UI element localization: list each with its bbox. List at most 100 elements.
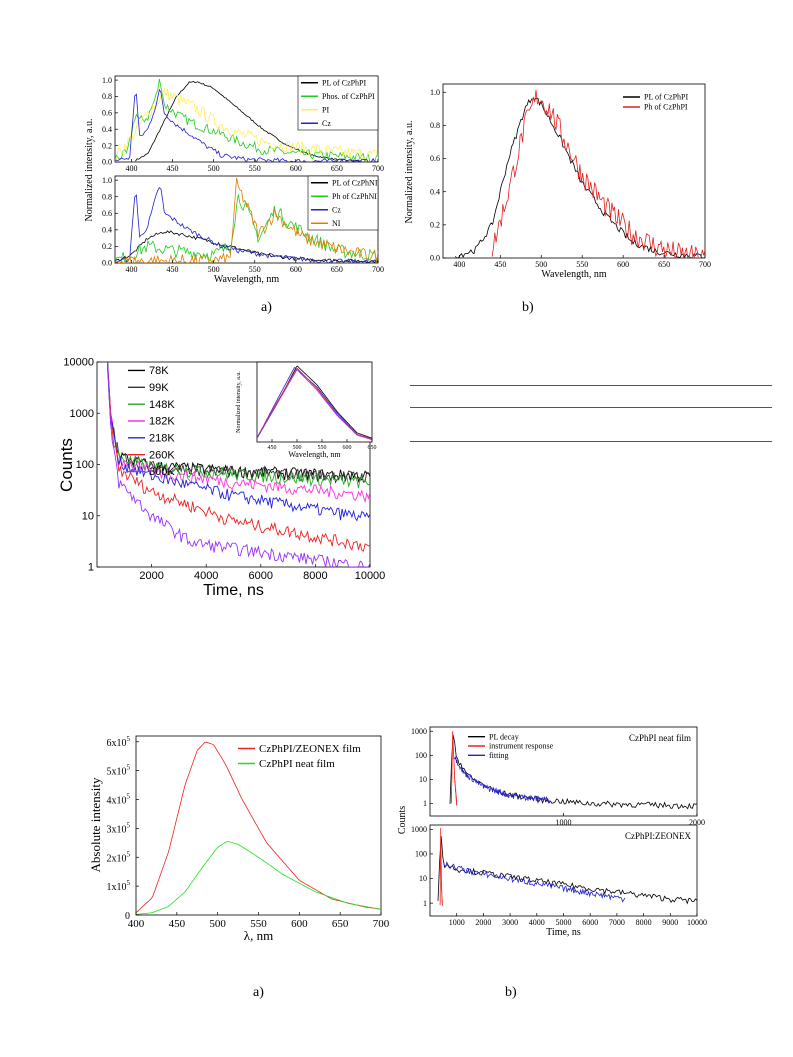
legend-label: PL of CzPhPI — [644, 93, 688, 102]
x-tick-label: 500 — [209, 918, 226, 930]
x-tick-label: 600 — [291, 918, 308, 930]
x-tick-label: 8000 — [636, 918, 652, 927]
plot-area — [455, 90, 705, 258]
legend-label: Ph of CzPhNI — [332, 192, 377, 201]
x-tick-label: 550 — [249, 265, 261, 274]
x-tick-label: 6000 — [249, 570, 273, 582]
legend-label: instrument response — [489, 742, 554, 751]
legend-label: 182K — [149, 416, 175, 428]
series-line-148k — [106, 362, 370, 489]
y-tick-label: 0.0 — [102, 158, 112, 167]
x-tick-label: 700 — [373, 918, 390, 930]
y-tick-label: 0.6 — [430, 154, 440, 163]
legend-label: 300K — [149, 466, 175, 478]
x-tick-label: 4000 — [529, 918, 545, 927]
x-tick-label: 1000 — [556, 818, 572, 827]
plot-area — [115, 177, 378, 263]
legend-label: PL decay — [489, 732, 519, 741]
x-tick-label: 9000 — [662, 918, 678, 927]
x-tick-label: 600 — [343, 445, 352, 451]
series-line-instrument-response — [451, 731, 458, 806]
series-line-pi — [115, 86, 378, 162]
y-tick-label: 0.4 — [430, 187, 440, 196]
series-line-260k — [106, 367, 370, 552]
plot-area — [257, 365, 372, 441]
x-tick-label: 450 — [268, 445, 277, 451]
y-tick-label: 0.4 — [102, 125, 112, 134]
x-tick-label: 1000 — [449, 918, 465, 927]
table-rule-middle — [410, 407, 772, 408]
x-tick-label: 7000 — [609, 918, 625, 927]
plot-area — [449, 731, 697, 810]
series-line-pl-of-czphni — [115, 230, 378, 263]
x-tick-label: 650 — [332, 918, 349, 930]
chart-fig3b-bottom: 1000 2000 3000 4000 5000 6000 7000 8000 9000 1000… — [411, 824, 707, 938]
y-axis-label: Counts — [57, 438, 76, 492]
y-tick-label: 0.6 — [102, 109, 112, 118]
y-tick-label: 1.0 — [430, 88, 440, 97]
series-line-182k — [106, 367, 370, 504]
axes-frame — [442, 83, 706, 259]
y-tick-label: 1 — [423, 799, 427, 808]
x-tick-label: 650 — [331, 265, 343, 274]
x-tick-label: 400 — [128, 918, 145, 930]
x-tick-label: 5000 — [556, 918, 572, 927]
series-line-ni — [115, 177, 378, 263]
x-tick-label: 8000 — [303, 570, 327, 582]
caption-fig3-a: a) — [253, 985, 264, 1000]
y-tick-exponent: 5 — [127, 879, 131, 887]
y-axis-label: Absolute intensity — [88, 777, 103, 872]
x-tick-label: 600 — [617, 260, 629, 269]
y-tick-label: 0.0 — [430, 254, 440, 263]
x-tick-label: 10000 — [687, 918, 707, 927]
x-tick-label: 6000 — [582, 918, 598, 927]
x-axis-label: Time, ns — [546, 927, 581, 938]
y-tick-label: 1000 — [411, 727, 427, 736]
series-line-ph-of-czphni — [115, 194, 378, 263]
legend-label: PI — [322, 105, 329, 114]
x-tick-label: 700 — [699, 260, 711, 269]
legend: CzPhPI/ZEONEX film CzPhPI neat film — [238, 743, 361, 770]
x-tick-label: 500 — [208, 265, 220, 274]
chart-fig2-decay: 2000 4000 6000 8000 10000 1 10 100 1000 10000 Time… — [57, 357, 385, 599]
chart-fig1b: 400 450 500 550 600 650 700 0.0 0.2 0.4 0.6 0.8 1.0 W… — [404, 83, 711, 280]
y-tick-label: 0.6 — [102, 209, 112, 218]
x-tick-label: 650 — [368, 445, 377, 451]
chart-fig3a: 400 450 500 550 600 650 700 0 1x105 2x105 3x105 4x1… — [88, 735, 390, 943]
x-tick-label: 3000 — [502, 918, 518, 927]
x-tick-label: 600 — [290, 265, 302, 274]
legend: 78K 99K 148K 182K 218K 260K 300K — [128, 365, 175, 478]
series-line-2 — [257, 367, 372, 440]
series-line-cz — [115, 88, 378, 162]
y-tick-label: 0.2 — [102, 141, 112, 150]
y-tick-label: 10 — [419, 775, 427, 784]
legend-box — [297, 75, 379, 131]
x-tick-label: 4000 — [194, 570, 218, 582]
series-line-phos-of-czphpi — [115, 78, 378, 162]
series-line-instrument-response — [439, 827, 443, 906]
legend-label: Phos. of CzPhPI — [322, 92, 375, 101]
x-tick-label: 2000 — [689, 818, 705, 827]
x-tick-label: 550 — [249, 164, 261, 173]
y-tick-label: 0.2 — [430, 221, 440, 230]
y-tick-label: 10000 — [63, 357, 94, 369]
series-line-cz — [115, 186, 378, 263]
legend-label: Ph of CzPhPI — [644, 103, 688, 112]
x-tick-label: 500 — [208, 164, 220, 173]
x-tick-label: 550 — [250, 918, 267, 930]
x-tick-label: 400 — [125, 164, 137, 173]
series-line-pl-decay — [437, 836, 697, 905]
series-line-fitting — [443, 860, 626, 903]
panel-annotation: CzPhPI:ZEONEX — [625, 831, 691, 841]
y-tick-label: 3x105 — [107, 821, 131, 835]
x-tick-label: 650 — [658, 260, 670, 269]
y-axis-label: Normalized intensity, a.u. — [404, 121, 415, 224]
x-tick-label: 450 — [169, 918, 186, 930]
legend-label: 99K — [149, 382, 169, 394]
legend-label: Cz — [332, 205, 341, 214]
x-tick-label: 500 — [535, 260, 547, 269]
y-tick-label: 1.0 — [102, 176, 112, 185]
